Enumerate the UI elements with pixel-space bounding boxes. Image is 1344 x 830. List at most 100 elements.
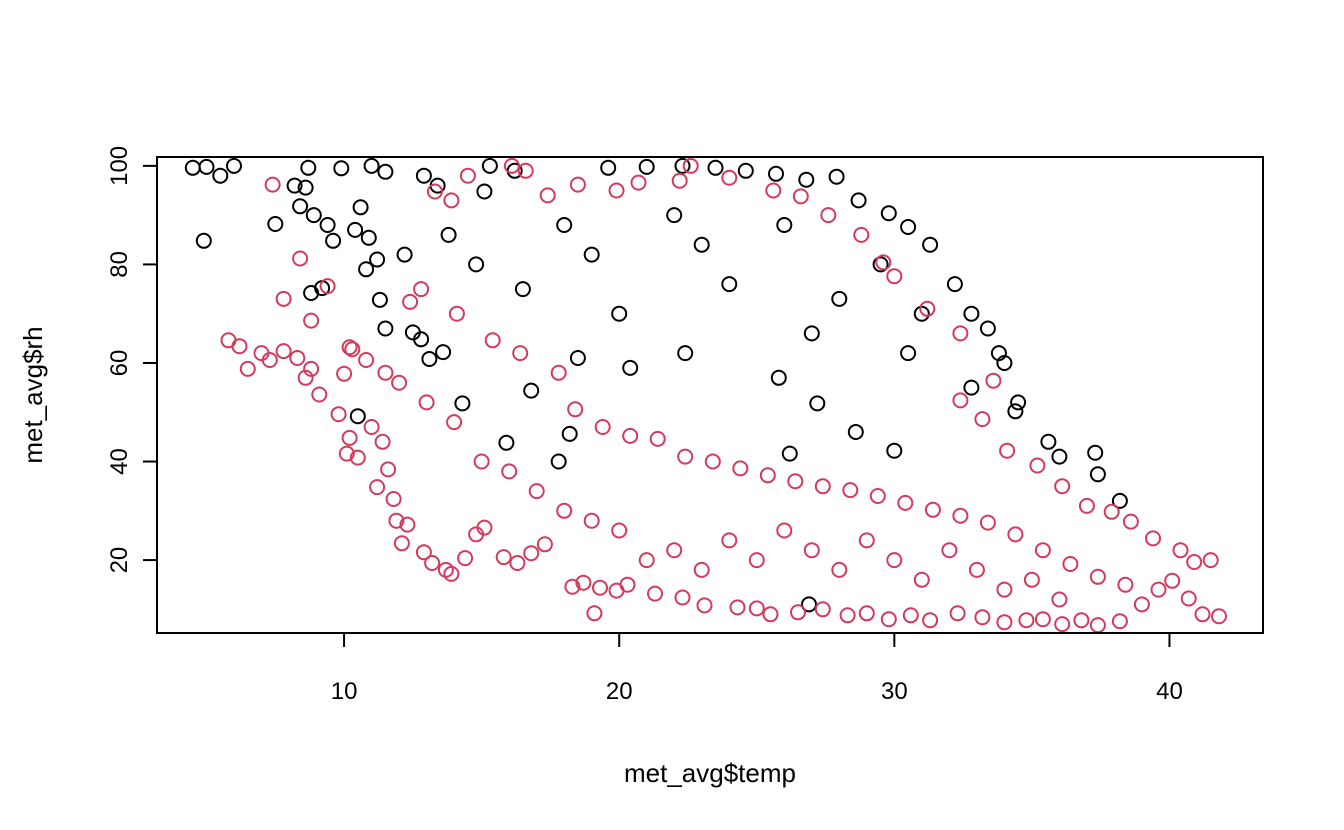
- point-s1-132: [1089, 568, 1106, 585]
- point-s0-21: [369, 251, 386, 268]
- point-s0-37: [476, 183, 493, 200]
- point-s1-109: [448, 305, 465, 322]
- point-s1-154: [583, 512, 600, 529]
- point-s1-137: [721, 532, 738, 549]
- point-s1-121: [787, 473, 804, 490]
- y-axis-title: met_avg$rh: [18, 326, 48, 463]
- point-s0-57: [1010, 394, 1027, 411]
- point-s0-36: [523, 382, 540, 399]
- point-s1-127: [952, 507, 969, 524]
- point-s1-61: [996, 614, 1013, 631]
- x-tick-label: 10: [331, 678, 358, 705]
- point-s1-92: [569, 176, 586, 193]
- point-s1-17: [341, 339, 358, 356]
- point-s0-63: [1111, 492, 1128, 509]
- point-s0-12: [333, 160, 350, 177]
- point-s1-95: [671, 172, 688, 189]
- point-s0-22: [358, 261, 375, 278]
- point-s1-100: [820, 207, 837, 224]
- point-s1-71: [1180, 590, 1197, 607]
- point-s0-35: [498, 434, 515, 451]
- point-s1-67: [1111, 613, 1128, 630]
- point-s1-108: [413, 281, 430, 298]
- point-s1-133: [1117, 576, 1134, 593]
- point-s0-7: [300, 159, 317, 176]
- x-axis-title: met_avg$temp: [624, 758, 796, 788]
- point-s0-44: [737, 162, 754, 179]
- point-s1-106: [985, 372, 1002, 389]
- point-s1-111: [512, 345, 529, 362]
- point-s1-22: [374, 433, 391, 450]
- point-s0-34: [454, 395, 471, 412]
- point-s1-86: [426, 183, 443, 200]
- point-s0-18: [363, 157, 380, 174]
- point-s1-24: [380, 461, 397, 478]
- point-s0-82: [872, 256, 889, 273]
- point-s1-84: [974, 411, 991, 428]
- point-s1-131: [1062, 556, 1079, 572]
- point-s0-79: [556, 217, 573, 233]
- point-s0-29: [349, 408, 366, 425]
- point-s1-110: [484, 332, 501, 349]
- point-s1-13: [303, 312, 320, 329]
- point-s1-122: [814, 478, 831, 495]
- point-s1-143: [886, 552, 903, 569]
- point-s1-160: [358, 352, 375, 368]
- point-s1-37: [509, 555, 526, 571]
- point-s1-142: [858, 532, 875, 549]
- point-s1-98: [765, 182, 782, 199]
- point-s1-21: [363, 419, 380, 435]
- point-s0-67: [781, 445, 798, 462]
- point-s1-97: [721, 169, 738, 186]
- point-s0-62: [1089, 466, 1106, 483]
- point-s1-102: [875, 254, 892, 271]
- point-s1-94: [630, 174, 647, 191]
- point-s1-149: [1051, 591, 1068, 608]
- point-s1-118: [704, 453, 721, 470]
- point-s1-19: [349, 449, 366, 466]
- point-s1-14: [319, 278, 336, 295]
- point-s0-53: [963, 305, 980, 322]
- point-s1-115: [622, 427, 639, 444]
- point-s0-30: [415, 167, 432, 184]
- point-s1-48: [696, 597, 713, 614]
- point-s1-99: [792, 188, 809, 205]
- point-s0-64: [886, 442, 903, 459]
- point-s0-71: [622, 359, 639, 376]
- point-s1-87: [443, 192, 460, 209]
- point-s0-60: [1051, 448, 1068, 465]
- point-s1-6: [289, 350, 306, 366]
- point-s0-81: [776, 217, 793, 233]
- point-s1-114: [594, 419, 611, 435]
- point-s0-45: [768, 165, 784, 182]
- point-s0-87: [900, 345, 917, 362]
- point-s0-1: [198, 158, 215, 175]
- point-s1-54: [839, 607, 856, 624]
- point-s1-113: [567, 401, 584, 418]
- point-s1-136: [693, 561, 710, 578]
- point-s1-28: [393, 535, 410, 552]
- point-s0-8: [297, 179, 314, 196]
- point-s0-76: [468, 256, 485, 273]
- point-s0-70: [677, 345, 694, 362]
- point-s1-52: [790, 604, 806, 621]
- point-s0-28: [435, 344, 452, 361]
- point-s0-78: [514, 281, 531, 298]
- point-s0-61: [1087, 444, 1104, 461]
- point-s1-150: [473, 453, 490, 470]
- point-s1-11: [275, 290, 292, 307]
- point-s1-81: [1054, 478, 1071, 495]
- point-s0-13: [325, 232, 342, 249]
- point-s1-157: [418, 394, 435, 411]
- point-s0-88: [396, 246, 413, 263]
- point-s1-10: [264, 176, 281, 193]
- y-axis: 20 40 60 80 100: [106, 146, 158, 573]
- point-s1-20: [341, 429, 358, 446]
- point-s1-103: [886, 268, 903, 285]
- point-s0-72: [569, 350, 586, 366]
- point-s0-65: [809, 395, 826, 412]
- point-s1-51: [762, 606, 779, 623]
- point-s1-72: [1194, 606, 1211, 623]
- point-s1-7: [303, 360, 320, 377]
